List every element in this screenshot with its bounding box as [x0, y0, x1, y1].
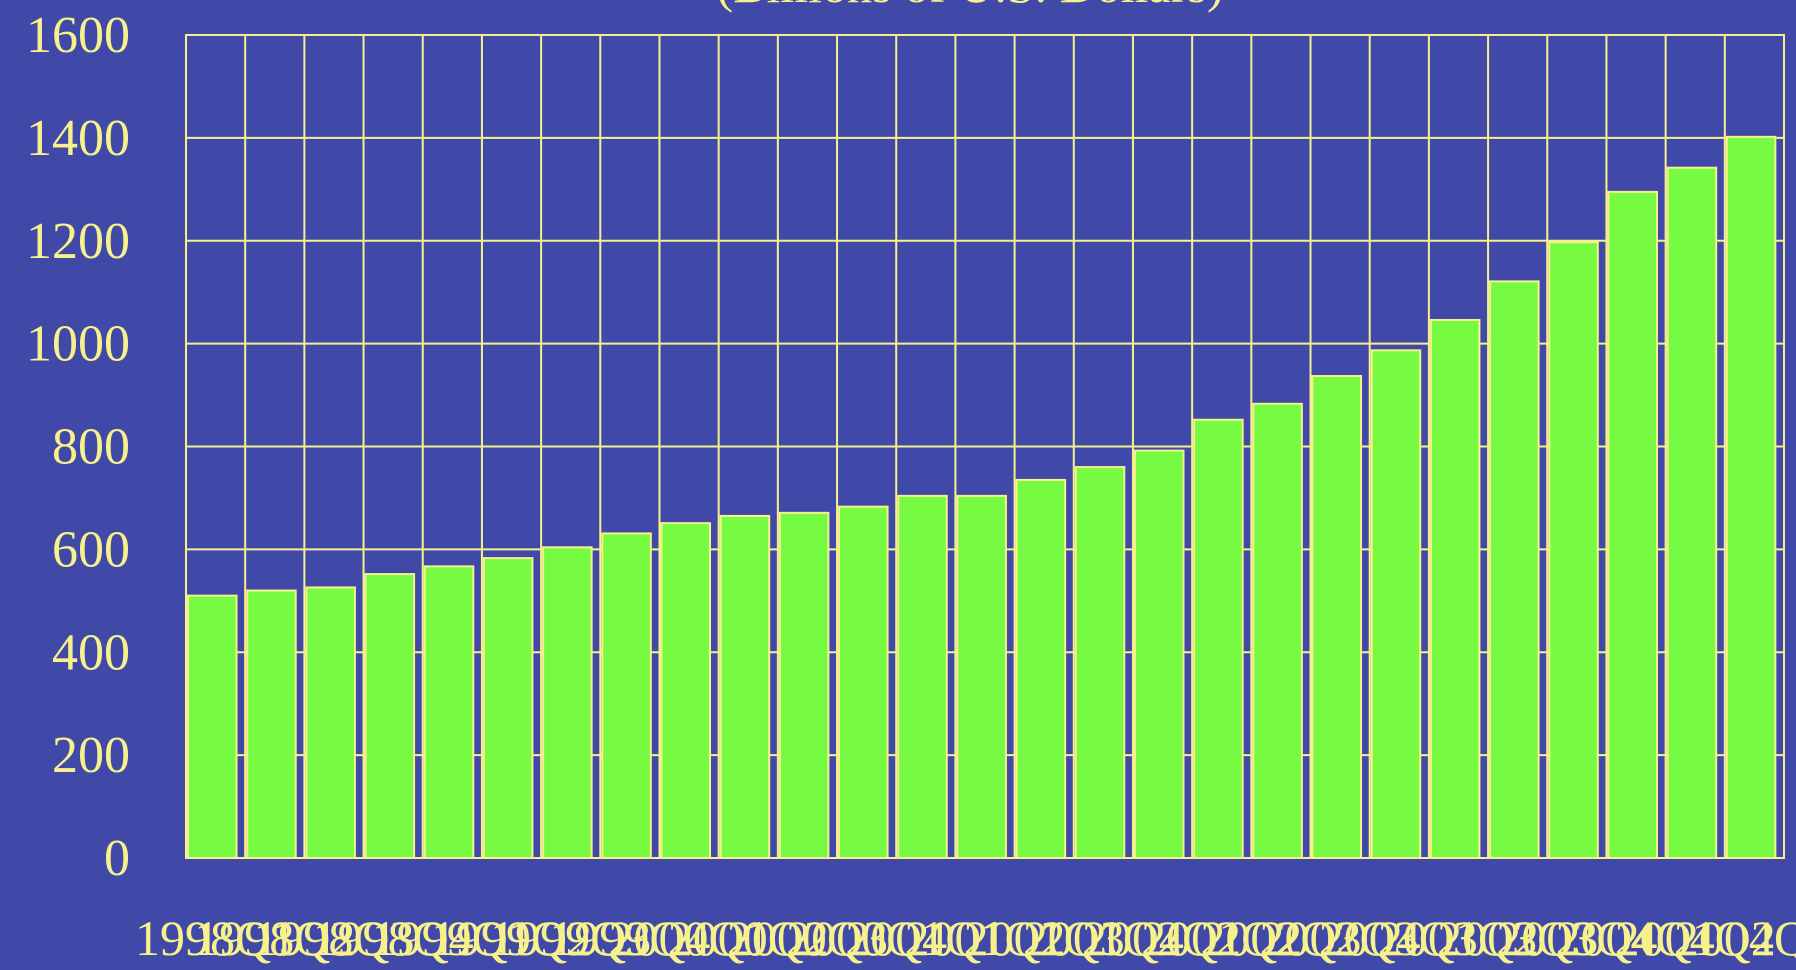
- bar: [305, 586, 356, 859]
- y-tick-label: 1400: [26, 110, 130, 167]
- y-tick-label: 400: [52, 624, 130, 681]
- bar: [897, 494, 948, 859]
- x-tick-label: 1999Q4: [549, 910, 710, 965]
- bar: [601, 532, 652, 859]
- x-tick-label: 2004Q1: [1555, 910, 1716, 965]
- bar: [1133, 449, 1185, 859]
- bar: [187, 594, 238, 859]
- y-axis-tick-labels: 0 200 400 600 800 1000 1200 1400 1600: [26, 7, 130, 887]
- x-tick-label: 2004Q2: [1615, 910, 1776, 965]
- bar: [1311, 375, 1363, 859]
- bar: [423, 565, 475, 859]
- bar: [1607, 190, 1658, 859]
- x-tick-label: 1999Q1: [372, 910, 533, 965]
- x-tick-label: 2002Q1: [1082, 910, 1243, 965]
- x-tick-label: 1998Q4: [313, 910, 474, 965]
- bar: [1074, 466, 1126, 859]
- x-tick-label: 2001Q3: [964, 910, 1125, 965]
- x-tick-label: 2000Q3: [727, 910, 888, 965]
- bar: [1370, 349, 1422, 859]
- x-tick-label: 1998Q1: [135, 910, 296, 965]
- x-tick-label: 1998Q3: [253, 910, 414, 965]
- x-axis-tick-labels: 1998Q11998Q21998Q31998Q41999Q11999Q21999…: [135, 910, 1796, 966]
- bar: [1725, 135, 1777, 859]
- x-tick-label: 1999Q3: [490, 910, 651, 965]
- y-tick-label: 800: [52, 419, 130, 476]
- bar: [719, 514, 771, 859]
- chart-title: (Billions of U.S. Dollars): [717, 0, 1224, 13]
- x-tick-label: 2001Q1: [845, 910, 1006, 965]
- x-tick-label: 2001Q4: [1023, 910, 1184, 965]
- bar: [1429, 318, 1481, 859]
- x-tick-label: 2001Q2: [904, 910, 1065, 965]
- x-tick-label: 2003Q2: [1378, 910, 1539, 965]
- bar: [1252, 402, 1303, 859]
- x-tick-label: 2002Q2: [1141, 910, 1302, 965]
- x-tick-label: 2002Q4: [1260, 910, 1421, 965]
- x-tick-label: 2003Q3: [1437, 910, 1598, 965]
- bar: [542, 546, 593, 859]
- x-tick-label: 2003Q4: [1496, 910, 1657, 965]
- x-tick-label: 2002Q3: [1200, 910, 1361, 965]
- y-tick-label: 600: [52, 521, 130, 578]
- bar: [1548, 241, 1599, 859]
- x-tick-label: 1999Q2: [431, 910, 592, 965]
- bar: [1666, 166, 1718, 860]
- x-tick-label: 2000Q1: [609, 910, 770, 965]
- bar: [1193, 418, 1244, 859]
- bar: [956, 494, 1007, 859]
- x-tick-label: 2004Q3: [1674, 910, 1796, 965]
- bar: [482, 557, 534, 859]
- bar: [1489, 280, 1540, 859]
- y-tick-label: 0: [104, 830, 130, 887]
- x-tick-label: 2000Q4: [786, 910, 947, 965]
- x-tick-label: 2003Q1: [1319, 910, 1480, 965]
- bar: [778, 511, 830, 859]
- x-tick-label: 2000Q2: [668, 910, 829, 965]
- bars: [187, 135, 1777, 860]
- y-tick-label: 1200: [26, 213, 130, 270]
- bar: [364, 573, 416, 859]
- bar: [660, 522, 712, 859]
- y-tick-label: 1000: [26, 316, 130, 373]
- bar: [838, 505, 889, 859]
- x-tick-label: 1998Q2: [194, 910, 355, 965]
- y-tick-label: 1600: [26, 7, 130, 64]
- bar: [1015, 478, 1067, 859]
- y-tick-label: 200: [52, 727, 130, 784]
- bar: [246, 589, 297, 860]
